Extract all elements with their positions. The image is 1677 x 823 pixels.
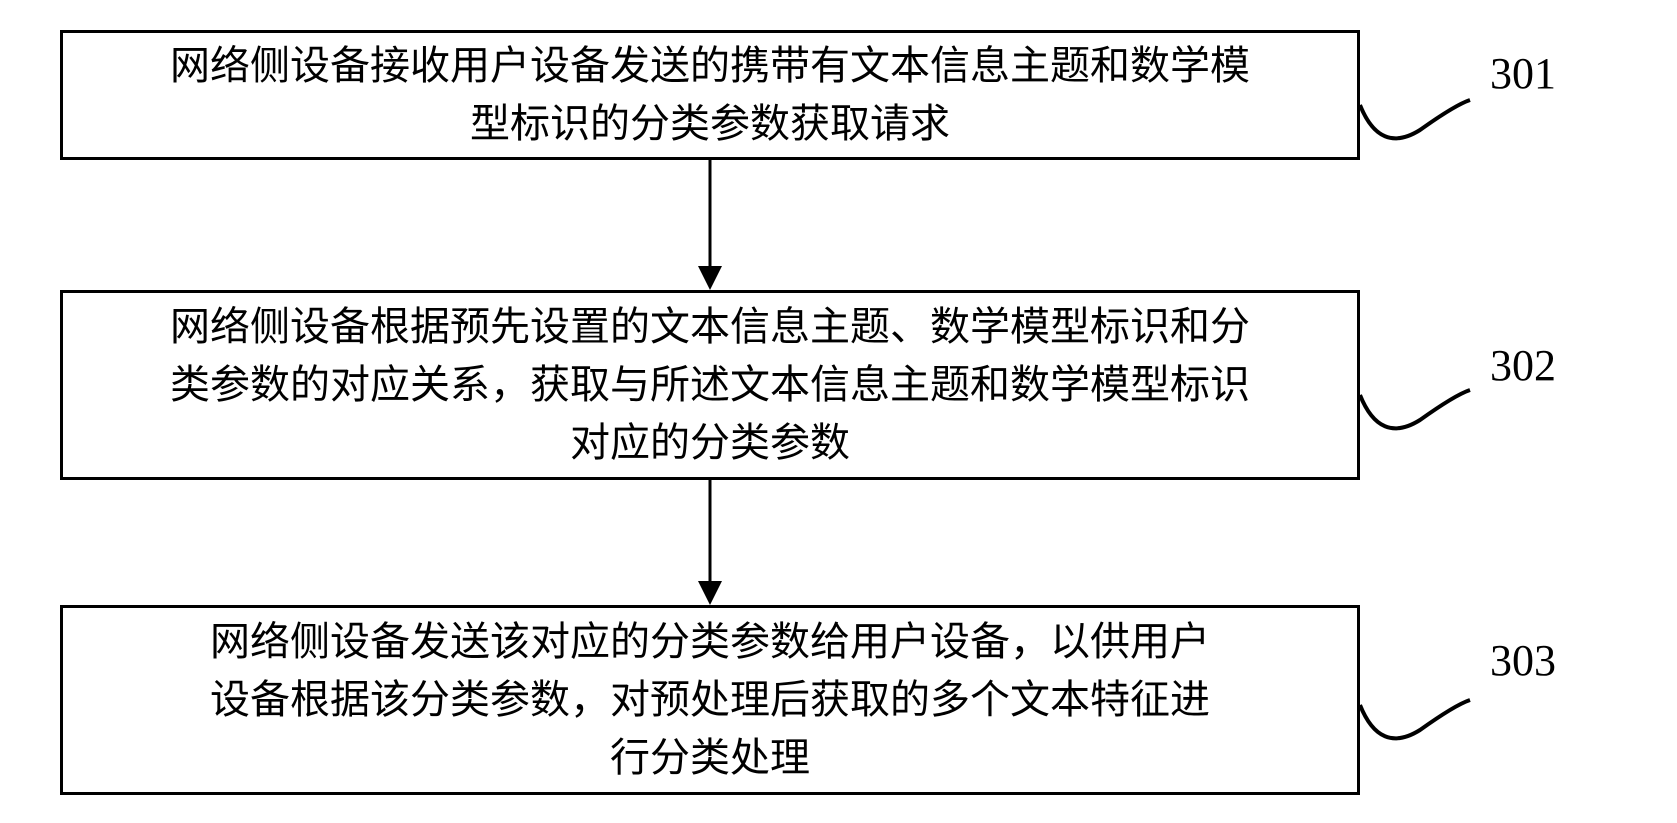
step-302-line1: 网络侧设备根据预先设置的文本信息主题、数学模型标识和分 <box>170 304 1250 349</box>
step-label-303: 303 <box>1490 635 1556 686</box>
step-box-302: 网络侧设备根据预先设置的文本信息主题、数学模型标识和分 类参数的对应关系，获取与… <box>60 290 1360 480</box>
step-box-301: 网络侧设备接收用户设备发送的携带有文本信息主题和数学模 型标识的分类参数获取请求 <box>60 30 1360 160</box>
step-301-line2: 型标识的分类参数获取请求 <box>470 101 950 146</box>
step-label-301: 301 <box>1490 48 1556 99</box>
step-301-line1: 网络侧设备接收用户设备发送的携带有文本信息主题和数学模 <box>170 43 1250 88</box>
step-text-302: 网络侧设备根据预先设置的文本信息主题、数学模型标识和分 类参数的对应关系，获取与… <box>170 298 1250 472</box>
step-302-line2: 类参数的对应关系，获取与所述文本信息主题和数学模型标识 <box>170 362 1250 407</box>
step-303-line1: 网络侧设备发送该对应的分类参数给用户设备，以供用户 <box>210 619 1210 664</box>
step-text-303: 网络侧设备发送该对应的分类参数给用户设备，以供用户 设备根据该分类参数，对预处理… <box>210 613 1210 787</box>
flowchart-container: 网络侧设备接收用户设备发送的携带有文本信息主题和数学模 型标识的分类参数获取请求… <box>0 0 1677 823</box>
step-303-line3: 行分类处理 <box>610 735 810 780</box>
step-label-302: 302 <box>1490 340 1556 391</box>
step-303-line2: 设备根据该分类参数，对预处理后获取的多个文本特征进 <box>210 677 1210 722</box>
step-text-301: 网络侧设备接收用户设备发送的携带有文本信息主题和数学模 型标识的分类参数获取请求 <box>170 37 1250 153</box>
step-box-303: 网络侧设备发送该对应的分类参数给用户设备，以供用户 设备根据该分类参数，对预处理… <box>60 605 1360 795</box>
step-302-line3: 对应的分类参数 <box>570 420 850 465</box>
